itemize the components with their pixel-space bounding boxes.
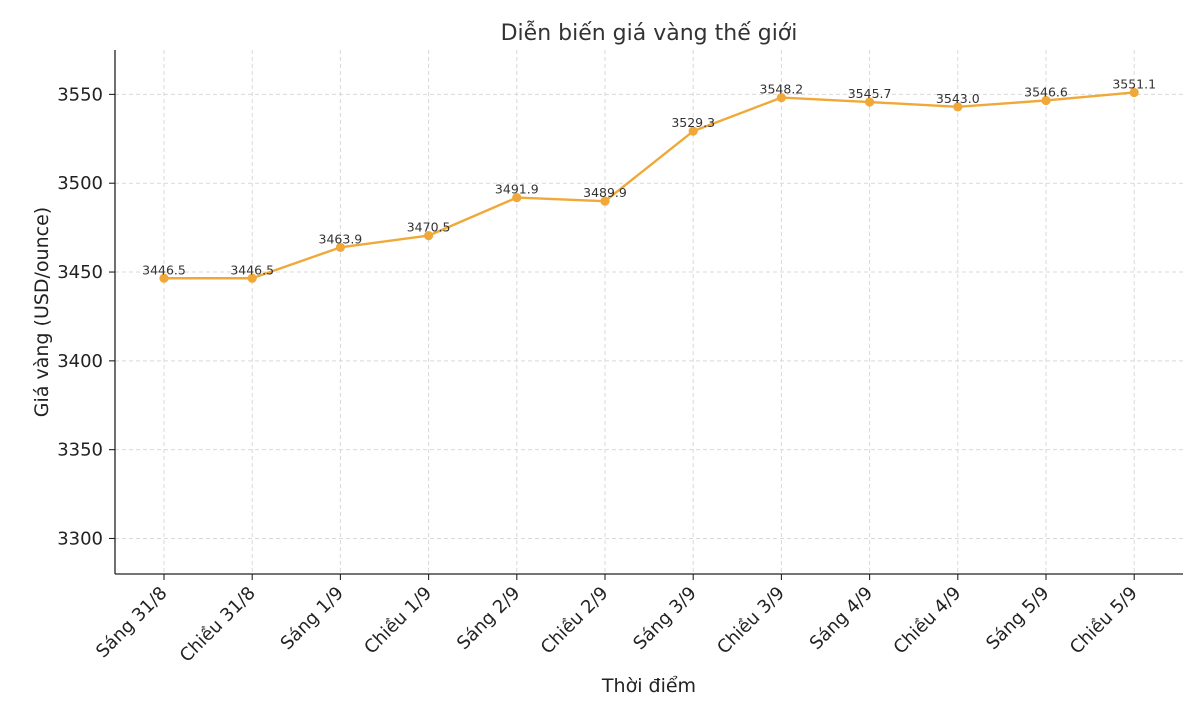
data-point [512,193,522,203]
y-tick-label: 3500 [57,173,103,194]
x-tick-label: Sáng 5/9 [982,583,1053,654]
data-label: 3446.5 [230,262,274,277]
y-axis-label: Giá vàng (USD/ounce) [31,207,53,417]
data-label: 3551.1 [1112,76,1156,91]
x-tick-label: Chiều 5/9 [1066,583,1142,659]
data-label: 3446.5 [142,262,186,277]
x-axis-ticks: Sáng 31/8 Chiều 31/8 Sáng 1/9 Chiều 1/9 Sáng… [92,574,1142,667]
chart-title: Diễn biến giá vàng thế giới [501,20,798,46]
data-point [1129,87,1139,98]
data-point [159,273,169,283]
y-tick-label: 3550 [57,84,103,105]
data-label: 3543.0 [936,91,980,106]
data-point [247,273,257,283]
series-line [164,91,1135,280]
data-point [424,231,434,241]
x-tick-label: Chiều 4/9 [890,583,966,659]
y-tick-label: 3350 [57,440,103,461]
data-labels: 3446.5 3446.5 3463.9 3470.5 3491.9 3489.9 3529… [142,76,1156,277]
data-point [335,242,345,252]
axes [114,50,1183,575]
data-point [688,126,698,136]
y-axis-ticks: 3300 3350 3400 3450 3500 3550 [57,84,115,549]
x-tick-label: Chiều 1/9 [360,583,436,659]
data-point [600,196,610,206]
x-tick-label: Sáng 31/8 [92,583,172,663]
data-point [953,102,963,112]
x-tick-label: Chiều 3/9 [713,583,789,659]
data-label: 3545.7 [848,86,892,101]
x-tick-label: Sáng 1/9 [277,583,348,654]
x-tick-label: Sáng 4/9 [806,583,877,654]
x-axis-label: Thời điểm [601,675,696,697]
data-label: 3463.9 [319,231,363,246]
data-point [776,93,787,103]
data-label: 3548.2 [760,82,804,97]
data-point [1041,95,1051,106]
x-tick-label: Sáng 2/9 [453,583,524,654]
data-label: 3546.6 [1024,84,1068,99]
data-label: 3470.5 [407,220,451,235]
y-tick-label: 3450 [57,262,103,283]
series-polyline [164,91,1135,280]
grid [115,50,1183,574]
y-tick-label: 3400 [57,351,103,372]
x-tick-label: Sáng 3/9 [629,583,700,654]
data-point [865,97,875,107]
x-tick-label: Chiều 31/8 [176,583,260,667]
data-points [159,87,1139,283]
x-tick-label: Chiều 2/9 [537,583,613,659]
data-label: 3491.9 [495,182,539,197]
data-label: 3529.3 [671,115,715,130]
data-label: 3489.9 [583,185,627,200]
y-tick-label: 3300 [57,528,103,549]
